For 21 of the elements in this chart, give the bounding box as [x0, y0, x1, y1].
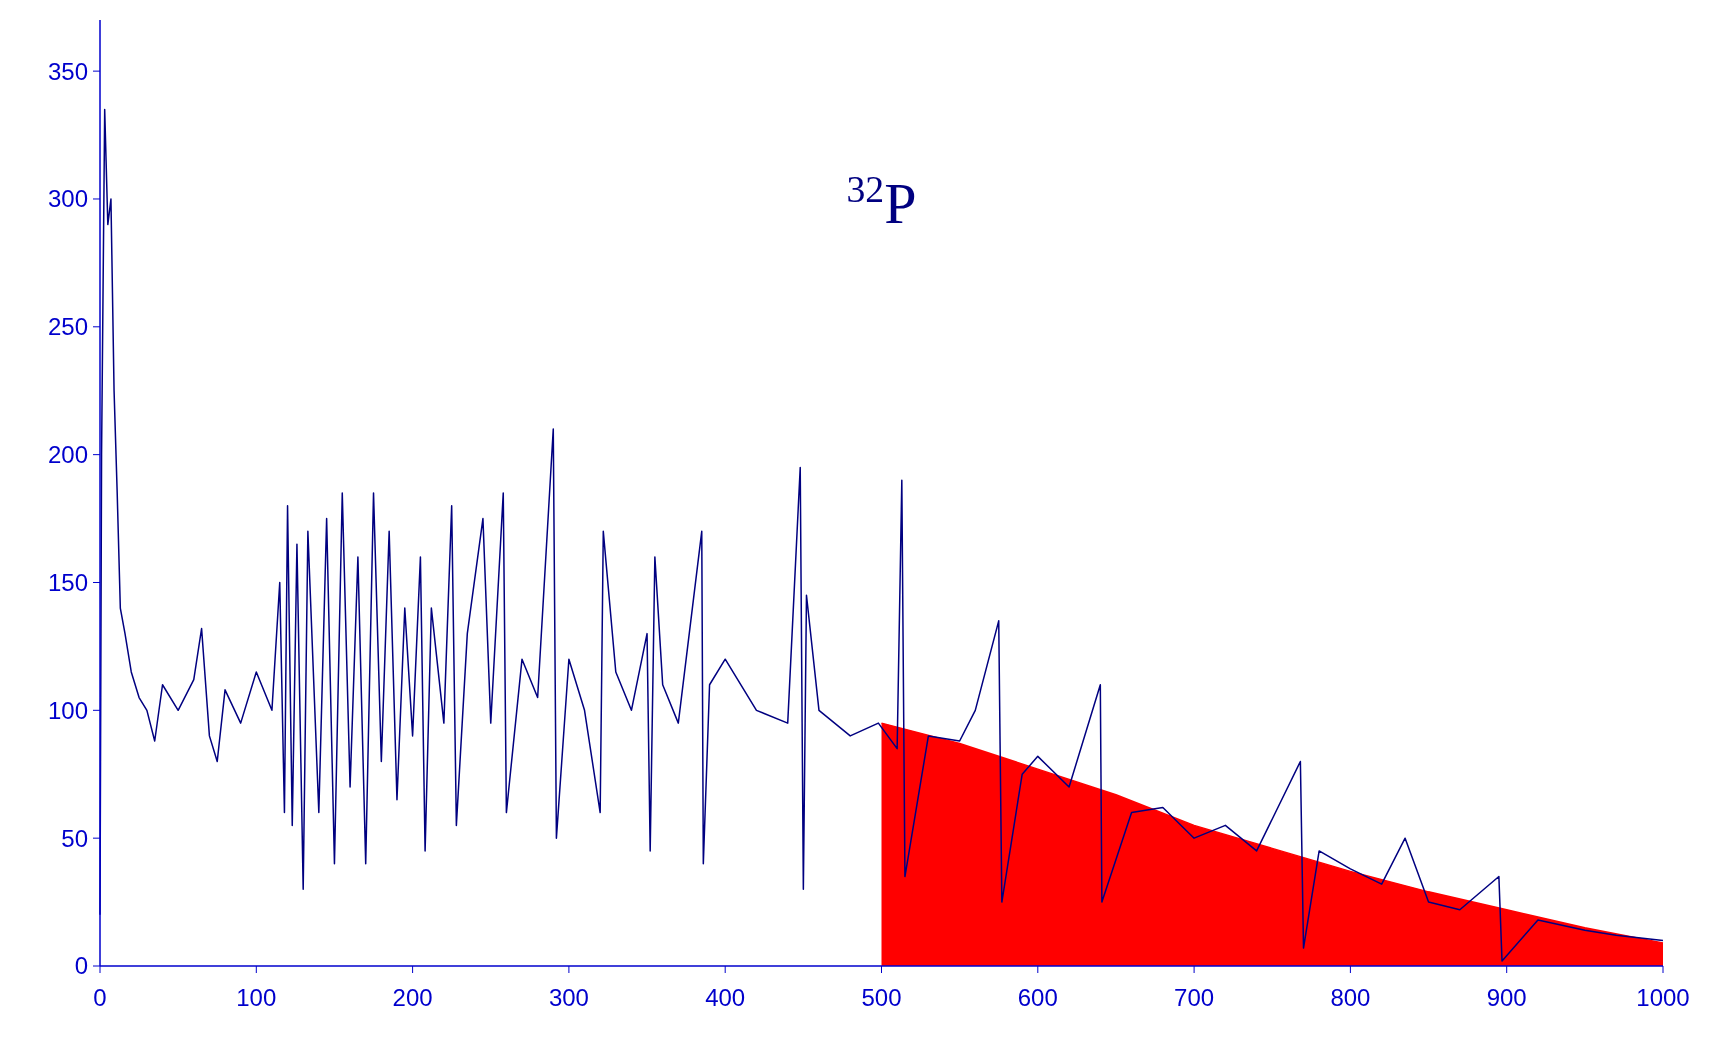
x-tick-label: 100	[236, 984, 277, 1011]
x-tick-label: 0	[93, 984, 107, 1011]
x-tick-label: 300	[548, 984, 589, 1011]
y-tick-label: 50	[61, 824, 88, 852]
x-tick-label: 1000	[1636, 984, 1690, 1011]
y-tick-label: 0	[74, 952, 88, 980]
y-tick-label: 100	[47, 696, 88, 724]
y-tick-label: 300	[47, 185, 88, 213]
y-tick-label: 150	[47, 568, 88, 596]
x-tick-label: 800	[1330, 984, 1371, 1011]
x-tick-label: 700	[1174, 984, 1215, 1011]
x-tick-label: 900	[1486, 984, 1527, 1011]
y-tick-label: 350	[47, 57, 88, 85]
x-tick-label: 200	[392, 984, 433, 1011]
line-series	[99, 108, 1664, 962]
y-tick-label: 250	[47, 313, 88, 341]
y-tick-label: 200	[47, 441, 88, 469]
x-tick-label: 500	[861, 984, 902, 1011]
x-tick-label: 600	[1017, 984, 1058, 1011]
text: $^{32}$P	[846, 168, 917, 236]
x-tick-label: 400	[705, 984, 746, 1011]
